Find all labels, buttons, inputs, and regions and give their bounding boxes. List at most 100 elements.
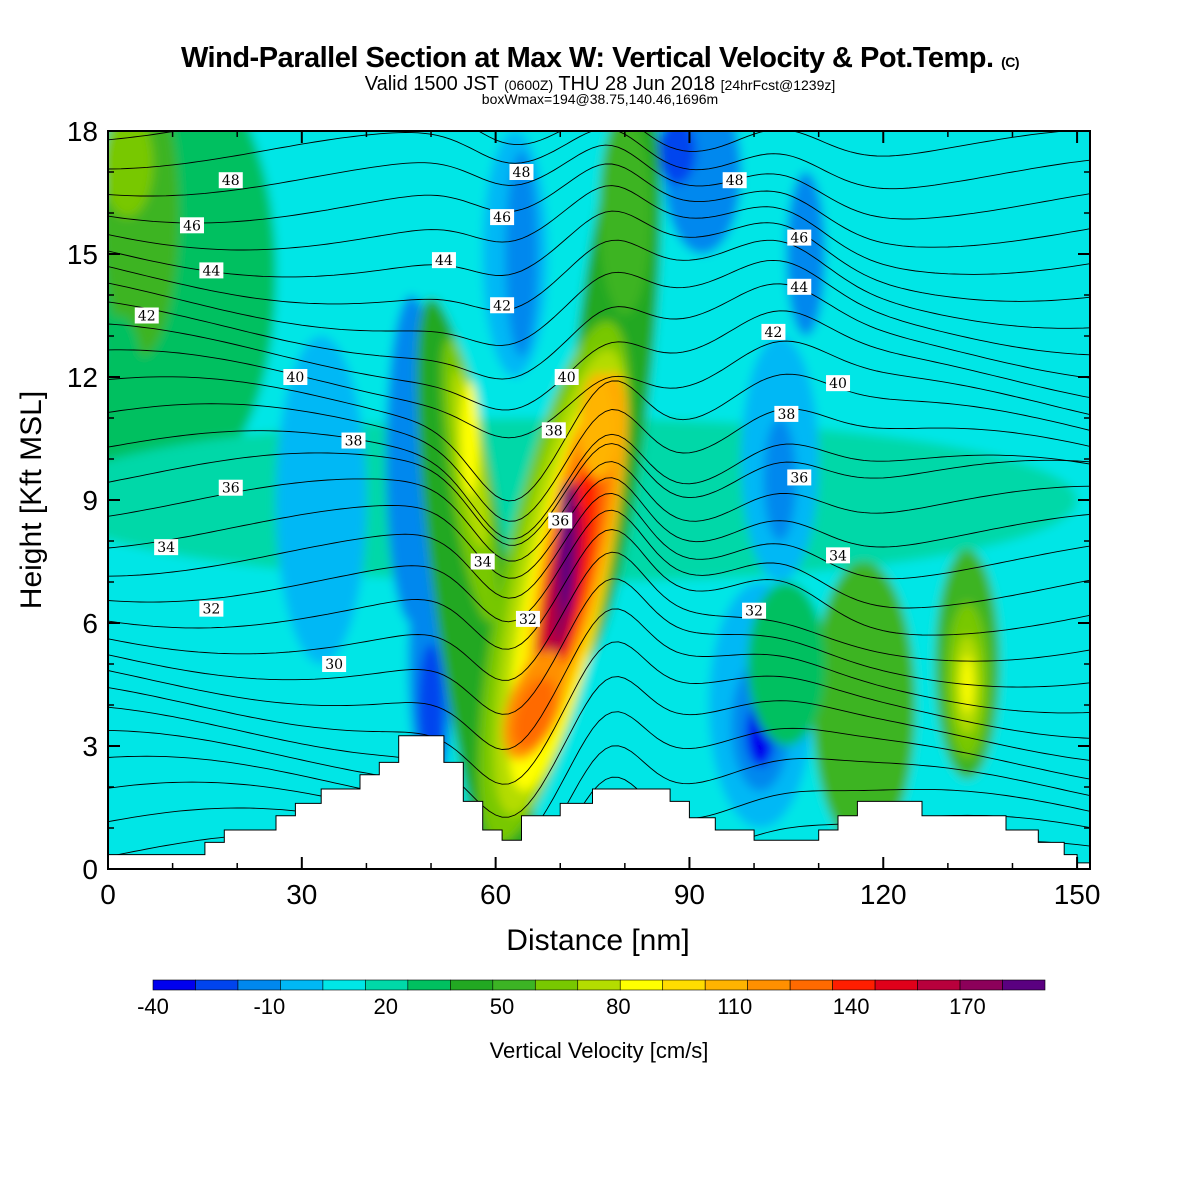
colorbar: -40 -10 20 50 80 110 140 170 <box>137 979 1046 1019</box>
theta-label-bg <box>509 164 534 180</box>
theta-contour <box>108 373 1090 502</box>
box-wmax-info: boxWmax=194@38.75,140.46,1696m <box>481 91 719 107</box>
colorbar-swatch <box>237 979 281 991</box>
velocity-region <box>513 677 556 749</box>
y-tick-label: 0 <box>82 854 98 885</box>
colorbar-tick-label: 110 <box>717 994 752 1019</box>
x-tick-label: 150 <box>1054 879 1101 910</box>
theta-label: 32 <box>199 600 224 618</box>
colorbar-swatch <box>577 979 621 991</box>
y-tick-label: 6 <box>82 608 98 639</box>
theta-label: 44 <box>199 262 224 279</box>
theta-contour <box>108 529 1090 650</box>
theta-label-text: 48 <box>222 173 240 189</box>
y-tick-label: 15 <box>67 239 98 270</box>
theta-contour <box>108 283 1090 380</box>
valid-date: THU 28 Jun 2018 <box>558 73 716 95</box>
theta-label-text: 46 <box>183 218 201 234</box>
x-tick-label: 0 <box>100 879 116 910</box>
theta-label-text: 40 <box>829 376 847 392</box>
theta-label-bg <box>179 217 204 234</box>
theta-contour <box>108 310 1090 411</box>
theta-label-bg <box>548 512 573 529</box>
theta-label: 40 <box>554 369 579 386</box>
theta-label-bg <box>742 602 767 619</box>
theta-contour <box>108 340 1090 439</box>
colorbar-swatch <box>747 979 791 991</box>
colorbar-swatch <box>874 979 918 991</box>
theta-contour <box>108 641 1090 785</box>
theta-label: 32 <box>515 610 540 628</box>
theta-label: 36 <box>548 512 573 530</box>
theta-label-bg <box>761 323 786 340</box>
theta-label-text: 46 <box>790 231 808 247</box>
theta-label: 46 <box>179 217 204 234</box>
theta-label-text: 38 <box>345 434 363 450</box>
theta-contour <box>108 210 1090 302</box>
x-tick-label: 120 <box>860 879 907 910</box>
contour-labels: 30 32 32 32 34 34 34 36 36 36 38 38 38 40 40 40 42 42 42 44… <box>134 164 851 673</box>
chart-title: Wind-Parallel Section at Max W: Vertical… <box>0 42 1200 75</box>
theta-label-bg <box>218 172 243 189</box>
colorbar-tick-label: -40 <box>137 994 169 1019</box>
theta-contour <box>108 492 1090 599</box>
theta-contour <box>108 745 1090 869</box>
theta-label-bg <box>541 422 566 439</box>
colorbar-swatch <box>832 979 876 991</box>
theta-label-bg <box>774 405 799 422</box>
y-tick-label: 3 <box>82 731 98 762</box>
colorbar-tick-label: 170 <box>949 994 986 1019</box>
theta-contour <box>108 443 1090 546</box>
theta-label: 46 <box>490 209 515 226</box>
theta-contour <box>108 185 1090 275</box>
colorbar-tick-label: 80 <box>606 994 630 1019</box>
theta-label: 48 <box>722 172 747 189</box>
theta-label-bg <box>199 600 224 617</box>
theta-label-text: 32 <box>519 612 537 628</box>
copyright-mark: (C) <box>1001 54 1020 70</box>
velocity-region <box>460 381 479 496</box>
theta-label: 32 <box>742 602 767 620</box>
theta-contour <box>108 551 1090 681</box>
velocity-region <box>505 151 538 357</box>
theta-label-bg <box>218 479 243 496</box>
velocity-region <box>561 516 572 607</box>
theta-label-text: 34 <box>474 555 492 571</box>
theta-label-text: 36 <box>790 470 808 486</box>
theta-label-bg <box>283 369 308 385</box>
theta-label-bg <box>722 172 747 189</box>
theta-label: 48 <box>218 172 243 189</box>
theta-label-bg <box>826 547 851 564</box>
theta-label-text: 38 <box>545 423 563 439</box>
theta-contour <box>108 144 1090 220</box>
theta-label: 40 <box>283 369 308 386</box>
chart-title-text: Wind-Parallel Section at Max W: Vertical… <box>180 42 994 74</box>
theta-contour <box>108 131 1072 157</box>
y-tick-label: 9 <box>82 485 98 516</box>
theta-label-bg <box>787 469 812 486</box>
theta-contour <box>108 711 1090 849</box>
theta-label-bg <box>134 307 159 324</box>
colorbar-swatch <box>534 979 579 991</box>
theta-contour <box>108 776 1090 869</box>
theta-label-bg <box>515 610 540 627</box>
y-tick-label: 12 <box>67 362 98 393</box>
theta-label-text: 36 <box>222 481 240 497</box>
theta-label: 48 <box>509 164 534 181</box>
theta-label: 36 <box>787 469 812 486</box>
valid-time-utc: (0600Z) <box>504 77 554 93</box>
velocity-region <box>786 172 826 336</box>
theta-label: 30 <box>322 656 347 673</box>
theta-label-text: 42 <box>765 325 783 341</box>
theta-contour <box>108 403 1090 522</box>
theta-contour <box>108 509 1090 623</box>
theta-label-bg <box>787 229 812 246</box>
theta-label-text: 42 <box>493 298 511 314</box>
theta-label-text: 48 <box>726 173 744 189</box>
theta-contour <box>108 239 1090 329</box>
x-axis-title: Distance [nm] <box>506 924 689 957</box>
theta-label: 40 <box>826 375 851 392</box>
theta-label-text: 32 <box>745 604 763 620</box>
